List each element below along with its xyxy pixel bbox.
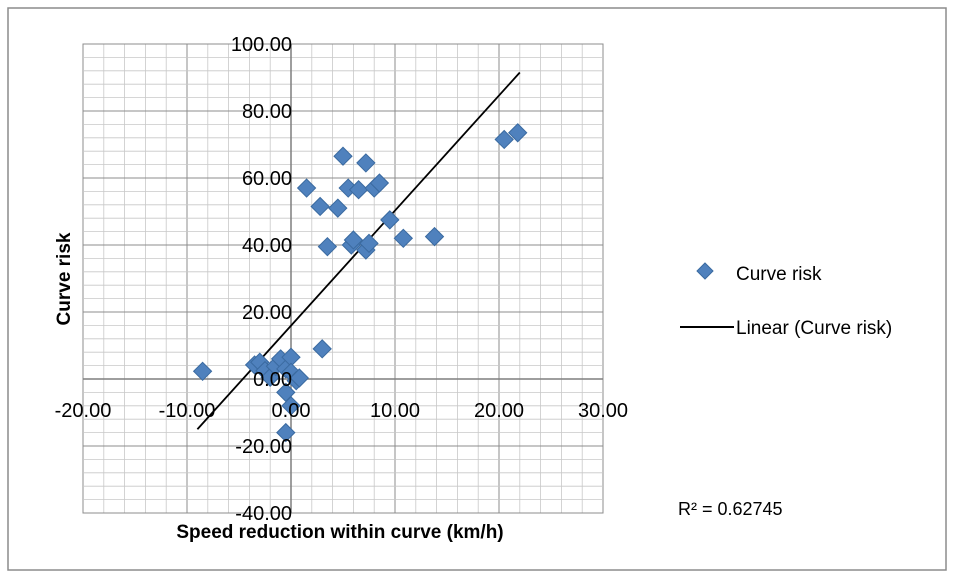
data-point xyxy=(328,198,348,218)
legend: Curve risk Linear (Curve risk) xyxy=(680,262,892,339)
data-point xyxy=(369,173,390,193)
data-point xyxy=(281,396,301,416)
r-squared-label: R² = 0.62745 xyxy=(678,499,783,519)
data-point xyxy=(424,226,445,247)
legend-marker-diamond xyxy=(696,262,714,280)
data-point xyxy=(356,153,376,173)
data-point xyxy=(276,422,296,443)
data-point xyxy=(317,236,338,257)
x-axis-title: Speed reduction within curve (km/h) xyxy=(176,522,503,543)
data-point xyxy=(348,180,369,200)
legend-label-curve-risk: Curve risk xyxy=(736,264,822,285)
data-point xyxy=(393,228,414,249)
x-tick-label: 0.00 xyxy=(272,400,311,422)
plot-area xyxy=(82,43,604,514)
data-point xyxy=(380,210,400,230)
y-tick-label: 60.00 xyxy=(242,168,292,190)
y-tick-label: 20.00 xyxy=(242,302,292,324)
data-points xyxy=(192,123,528,443)
data-point xyxy=(296,178,317,198)
y-tick-label: -40.00 xyxy=(235,503,292,525)
y-tick-label: 0.00 xyxy=(253,369,292,391)
x-tick-label: -20.00 xyxy=(55,400,112,422)
data-point xyxy=(289,368,310,388)
x-tick-label: 20.00 xyxy=(474,400,524,422)
data-point xyxy=(312,339,332,359)
data-point xyxy=(494,129,514,150)
data-point xyxy=(192,361,213,382)
x-tick-label: 10.00 xyxy=(370,400,420,422)
gridlines xyxy=(82,43,604,514)
x-tick-label: 30.00 xyxy=(578,400,628,422)
y-axis-title: Curve risk xyxy=(54,232,75,325)
data-point xyxy=(343,230,364,250)
y-tick-label: 40.00 xyxy=(242,235,292,257)
y-tick-label: 100.00 xyxy=(231,34,292,56)
x-tick-label: -10.00 xyxy=(159,400,216,422)
data-point xyxy=(359,233,379,254)
y-tick-label: -20.00 xyxy=(235,436,292,458)
tick-labels: -20.00 -10.00 0.00 10.00 20.00 30.00 100.00 80.… xyxy=(55,34,628,525)
y-tick-label: 80.00 xyxy=(242,101,292,123)
data-point xyxy=(333,146,353,166)
data-point xyxy=(310,196,330,217)
data-point xyxy=(508,123,528,143)
legend-label-linear: Linear (Curve risk) xyxy=(736,318,892,339)
